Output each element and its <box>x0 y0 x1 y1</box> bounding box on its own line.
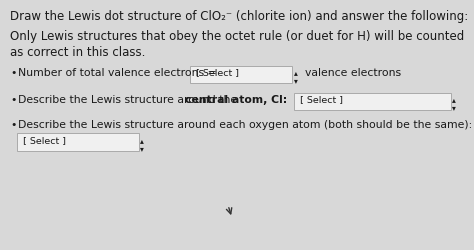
Text: •: • <box>10 120 17 130</box>
Text: ▴
▾: ▴ ▾ <box>140 136 144 153</box>
Text: valence electrons: valence electrons <box>305 68 401 78</box>
Text: •: • <box>10 68 17 78</box>
Text: [ Select ]: [ Select ] <box>300 96 343 104</box>
Text: Describe the Lewis structure around each oxygen atom (both should be the same):: Describe the Lewis structure around each… <box>18 120 472 130</box>
Text: central atom, Cl:: central atom, Cl: <box>185 95 287 105</box>
Text: as correct in this class.: as correct in this class. <box>10 46 146 59</box>
Text: [ Select ]: [ Select ] <box>196 68 239 78</box>
Text: Number of total valence electrons =: Number of total valence electrons = <box>18 68 220 78</box>
Text: Draw the Lewis dot structure of ClO₂⁻ (chlorite ion) and answer the following:: Draw the Lewis dot structure of ClO₂⁻ (c… <box>10 10 468 23</box>
FancyBboxPatch shape <box>190 66 292 83</box>
Text: ▴
▾: ▴ ▾ <box>294 68 298 85</box>
Text: ▴
▾: ▴ ▾ <box>452 95 456 112</box>
FancyBboxPatch shape <box>294 93 451 110</box>
Text: Only Lewis structures that obey the octet rule (or duet for H) will be counted: Only Lewis structures that obey the octe… <box>10 30 464 43</box>
FancyBboxPatch shape <box>17 133 139 151</box>
Text: [ Select ]: [ Select ] <box>23 136 66 145</box>
Text: Describe the Lewis structure around the: Describe the Lewis structure around the <box>18 95 241 105</box>
Text: •: • <box>10 95 17 105</box>
